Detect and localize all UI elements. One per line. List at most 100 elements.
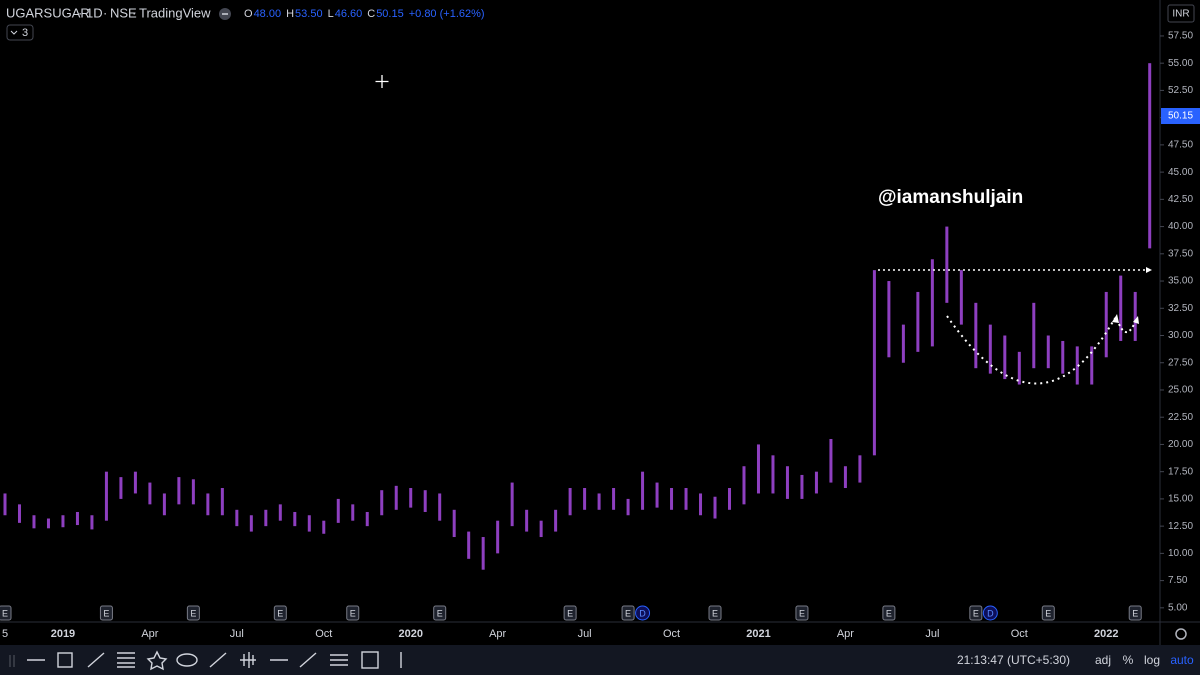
event-label: E — [437, 608, 443, 618]
currency-box[interactable] — [1167, 4, 1195, 23]
earnings-marker[interactable] — [621, 605, 635, 621]
price-bar — [3, 493, 7, 516]
last-price-label: 50.15 — [1168, 111, 1193, 122]
tool-pattern[interactable] — [240, 652, 256, 668]
tool-ray[interactable] — [209, 652, 227, 668]
plot-area — [3, 63, 1152, 570]
price-bar — [365, 511, 369, 527]
earnings-marker[interactable] — [708, 605, 722, 621]
separator: · — [78, 5, 82, 20]
tool-fib[interactable] — [117, 652, 135, 668]
scale-button[interactable]: log — [1144, 653, 1160, 667]
tool-ellipse[interactable] — [176, 653, 198, 667]
price-bar — [336, 498, 340, 523]
y-tick-label: 40.00 — [1168, 221, 1193, 232]
event-label: E — [103, 608, 109, 618]
price-bar — [800, 474, 804, 499]
x-tick-label: Apr — [141, 628, 158, 640]
price-bar — [988, 324, 992, 374]
tool-measure[interactable] — [330, 654, 348, 666]
earnings-marker[interactable] — [433, 605, 447, 621]
x-tick-label: 2022 — [1094, 628, 1118, 640]
price-bar — [626, 498, 630, 516]
price-bar — [1104, 291, 1108, 358]
quote-value: 48.00 — [254, 8, 282, 20]
quote-key: O — [244, 8, 253, 20]
x-tick-label: Jul — [230, 628, 244, 640]
exchange: NSE — [110, 5, 137, 20]
currency[interactable]: INR — [1172, 9, 1189, 20]
price-bar — [916, 291, 920, 352]
event-label: E — [350, 608, 356, 618]
price-bar — [61, 515, 65, 528]
tool-trend[interactable] — [87, 652, 105, 668]
earnings-marker[interactable] — [0, 605, 12, 621]
price-bar — [423, 490, 427, 512]
price-bar — [872, 270, 876, 456]
earnings-marker[interactable] — [882, 605, 896, 621]
earnings-marker[interactable] — [795, 605, 809, 621]
x-tick-label: 2021 — [746, 628, 770, 640]
tool-zoom[interactable] — [361, 651, 379, 669]
dividend-marker[interactable] — [635, 605, 651, 621]
price-bar — [467, 531, 471, 559]
earnings-marker[interactable] — [346, 605, 360, 621]
price-bar — [887, 281, 891, 358]
arrowhead — [1112, 314, 1119, 323]
price-bar — [264, 509, 268, 527]
tool-star[interactable] — [146, 650, 168, 671]
quote-change: +0.80 (+1.62%) — [409, 8, 485, 20]
y-tick-label: 27.50 — [1168, 357, 1193, 368]
quote-key: C — [367, 8, 375, 20]
price-bar — [670, 488, 674, 510]
price-bar — [539, 520, 543, 538]
cup-curve — [946, 315, 1116, 385]
price-bar — [554, 509, 558, 532]
earnings-marker[interactable] — [273, 605, 287, 621]
price-bar — [901, 324, 905, 363]
earnings-marker[interactable] — [1041, 605, 1055, 621]
price-bar — [814, 471, 818, 494]
scale-button[interactable]: % — [1123, 653, 1134, 667]
price-bar — [496, 520, 500, 554]
settings-icon[interactable] — [1175, 628, 1187, 640]
clock: 21:13:47 (UTC+5:30) — [957, 653, 1070, 667]
x-tick-label: Oct — [315, 628, 332, 640]
price-bar — [583, 488, 587, 510]
y-tick-label: 37.50 — [1168, 248, 1193, 259]
price-bar — [568, 488, 572, 516]
interval[interactable]: 1D — [86, 5, 103, 20]
earnings-marker[interactable] — [99, 605, 113, 621]
event-label: E — [190, 608, 196, 618]
scale-buttons: adj% log auto — [1095, 653, 1194, 667]
tool-path[interactable] — [299, 652, 317, 668]
price-bar — [1046, 335, 1050, 369]
indicator-toggle[interactable] — [6, 24, 34, 41]
y-tick-label: 15.00 — [1168, 494, 1193, 505]
price-bar — [119, 477, 123, 499]
event-label: D — [639, 608, 646, 618]
price-bar — [293, 511, 297, 527]
price-bar — [1003, 335, 1007, 380]
price-bar — [1061, 340, 1065, 374]
x-tick-label: Jul — [578, 628, 592, 640]
scale-button[interactable]: auto — [1170, 653, 1194, 667]
tool-rect[interactable] — [57, 652, 73, 668]
price-bar — [75, 511, 79, 526]
price-bar — [409, 488, 413, 508]
price-bar — [191, 479, 195, 505]
earnings-marker[interactable] — [1128, 605, 1142, 621]
earnings-marker[interactable] — [969, 605, 983, 621]
earnings-marker[interactable] — [563, 605, 577, 621]
dividend-marker[interactable] — [982, 605, 998, 621]
scale-button[interactable]: adj — [1095, 653, 1111, 667]
symbol[interactable]: UGARSUGAR — [6, 5, 90, 20]
drawing-tools — [9, 650, 402, 671]
earnings-marker[interactable] — [186, 605, 200, 621]
y-tick-label: 45.00 — [1168, 167, 1193, 178]
event-label: E — [567, 608, 573, 618]
price-bar — [162, 493, 166, 516]
price-bar — [90, 515, 94, 530]
price-bar — [278, 504, 282, 521]
price-bar — [46, 518, 50, 529]
